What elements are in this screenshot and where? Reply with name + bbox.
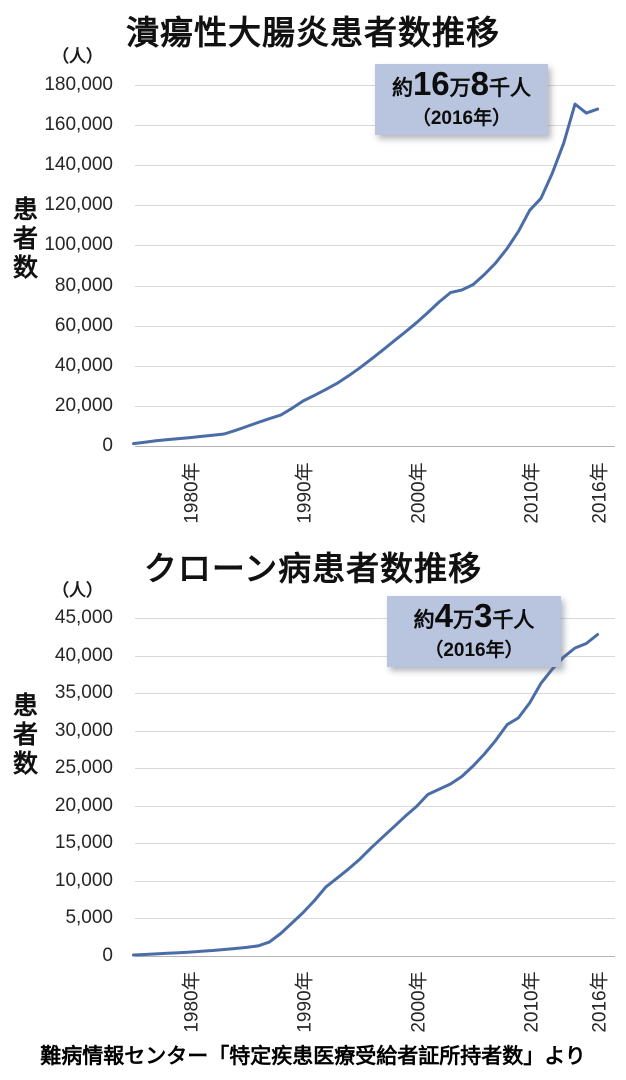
annotation-unit: 千人 (492, 609, 535, 632)
y-axis-tick-label: 40,000 (54, 354, 113, 376)
y-axis-tick-label: 30,000 (54, 719, 113, 741)
gridline (135, 618, 615, 619)
gridline (135, 693, 615, 695)
y-axis-tick-label: 15,000 (54, 832, 113, 854)
y-axis-tick-label: 100,000 (44, 234, 113, 256)
y-axis-tick-label: 0 (102, 435, 113, 456)
x-axis-tick-label: 1980年 (181, 462, 203, 524)
gridline (135, 165, 615, 167)
annotation-unit: 万 (449, 77, 471, 100)
x-axis-tick-label: 1980年 (181, 971, 203, 1033)
gridline (135, 843, 615, 845)
annotation-prefix: 約 (413, 609, 435, 632)
annotation-year: （2016年） (424, 640, 524, 661)
x-axis-tick-label: 2000年 (408, 462, 429, 524)
annotation-big-digit: 3 (474, 597, 493, 634)
series-line (132, 633, 600, 957)
y-axis-title: 患者数 (13, 196, 39, 282)
annotation-unit: 万 (453, 609, 474, 632)
y-axis-tick-label: 160,000 (44, 114, 113, 136)
gridline (135, 768, 615, 770)
y-axis-tick-label: 60,000 (54, 314, 113, 336)
x-axis-tick-label: 2010年 (521, 462, 543, 524)
x-axis-line (135, 956, 615, 957)
source-caption: 難病情報センター「特定疾患医療受給者証所持者数」より (40, 1045, 586, 1068)
x-axis-tick-label: 2016年 (589, 971, 611, 1033)
chart-crohns-disease: クローン病患者数推移 （人） 患者数 約 4 万 3 千人 （2016年） 45,000… (0, 540, 626, 1040)
gridline (135, 805, 615, 807)
gridline (135, 285, 615, 287)
chart-ulcerative-colitis: 潰瘍性大腸炎患者数推移 （人） 患者数 約 16 万 8 千人 （2016年） 180,… (13, 14, 615, 524)
gridline (135, 880, 615, 882)
gridline (135, 245, 615, 247)
y-axis-tick-label: 20,000 (54, 394, 113, 416)
y-axis-tick-label: 20,000 (54, 794, 113, 816)
y-axis-tick-label: 80,000 (54, 274, 113, 296)
y-axis-tick-label: 120,000 (44, 194, 113, 216)
x-axis-tick-label: 2010年 (521, 971, 543, 1033)
y-axis-tick-label: 0 (102, 945, 113, 966)
annotation-big-digit: 8 (470, 65, 490, 102)
annotation-big-digit: 4 (434, 597, 453, 634)
x-axis-line (135, 446, 615, 447)
annotation-value: 約 4 万 3 千人 (391, 597, 557, 634)
gridline (135, 325, 615, 327)
chart-title: クローン病患者数推移 (143, 550, 483, 587)
y-axis-tick-label: 5,000 (65, 907, 113, 929)
y-axis-tick-label: 180,000 (44, 74, 113, 95)
annotation-year: （2016年） (411, 108, 512, 129)
gridline (135, 918, 615, 920)
y-axis-tick-label: 10,000 (54, 869, 113, 891)
y-axis-unit-label: （人） (52, 47, 103, 66)
y-axis-tick-label: 45,000 (54, 607, 113, 628)
annotation-big-digit: 16 (412, 65, 450, 102)
gridline (135, 205, 615, 207)
x-axis-tick-label: 2016年 (589, 462, 611, 524)
annotation-value: 約 16 万 8 千人 (379, 65, 544, 102)
y-axis-unit-label: （人） (52, 581, 103, 600)
annotation-callout: 約 4 万 3 千人 （2016年） (387, 596, 561, 667)
y-axis-tick-label: 140,000 (44, 154, 113, 176)
annotation-callout: 約 16 万 8 千人 （2016年） (375, 64, 548, 135)
gridline (135, 405, 615, 407)
gridline (135, 365, 615, 367)
y-axis-tick-label: 25,000 (54, 757, 113, 779)
y-axis-title: 患者数 (13, 692, 39, 778)
gridline (135, 730, 615, 732)
x-axis-tick-label: 1990年 (294, 971, 316, 1033)
chart-title: 潰瘍性大腸炎患者数推移 (126, 14, 500, 51)
x-axis-tick-label: 2000年 (408, 971, 429, 1033)
annotation-unit: 千人 (489, 77, 532, 100)
x-axis-tick-label: 1990年 (294, 462, 316, 524)
y-axis-tick-label: 40,000 (54, 644, 113, 666)
series-line (132, 102, 600, 446)
y-axis-tick-label: 35,000 (54, 682, 113, 704)
annotation-prefix: 約 (391, 77, 413, 100)
